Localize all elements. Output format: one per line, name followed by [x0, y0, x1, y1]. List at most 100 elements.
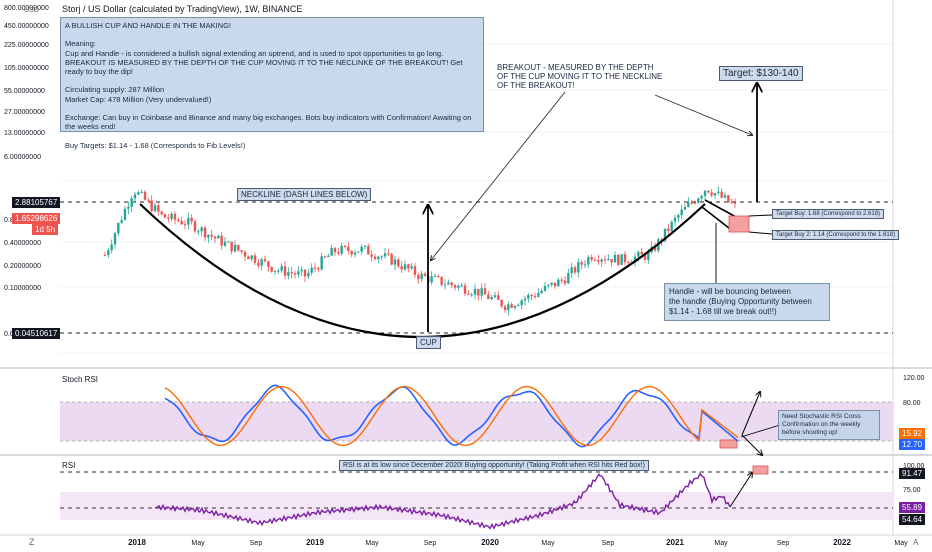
candle-body — [477, 288, 480, 296]
stoch-note[interactable]: Need Stochastic RSI Cross Confirmation o… — [778, 410, 880, 440]
tradingview-logo-icon[interactable]: Z — [29, 537, 35, 547]
candle-body — [530, 294, 533, 296]
neckline-price-tag: 2.88105767 — [12, 197, 61, 208]
candle-body — [130, 198, 133, 207]
cup-curve[interactable] — [139, 203, 706, 338]
neckline-label[interactable]: NECKLINE (DASH LINES BELOW) — [237, 188, 372, 201]
candle-body — [163, 214, 167, 218]
candle-body — [503, 306, 507, 311]
candle-body — [600, 259, 603, 262]
candle-body — [250, 255, 253, 260]
main-note[interactable]: A BULLISH CUP AND HANDLE IN THE MAKING! … — [60, 17, 484, 150]
candle-body — [403, 264, 407, 270]
breakout-arrow-long[interactable] — [431, 91, 566, 260]
candle-body — [200, 227, 203, 232]
candle-body — [433, 276, 437, 278]
candle-body — [617, 254, 620, 265]
candle-body — [133, 194, 137, 199]
breakout-note[interactable]: BREAKOUT - MEASURED BY THE DEPTH OF THE … — [497, 63, 663, 90]
candle-body — [603, 259, 607, 261]
candle-body — [187, 217, 190, 225]
candle-body — [103, 255, 107, 257]
breakout-arrow-right[interactable] — [654, 94, 752, 135]
candle-body — [620, 254, 623, 265]
candle-body — [560, 279, 563, 281]
candle-body — [480, 288, 483, 296]
candle-body — [393, 259, 397, 265]
target-label[interactable]: Target: $130-140 — [719, 66, 803, 81]
candle-body — [220, 235, 223, 246]
candle-body — [300, 269, 303, 272]
candle-body — [330, 247, 333, 256]
stoch-d-line[interactable] — [164, 385, 739, 447]
candle-body — [457, 285, 460, 288]
rsi-red-box[interactable] — [752, 465, 769, 475]
candle-body — [227, 241, 230, 243]
candle-body — [203, 227, 207, 238]
rsi-line[interactable] — [154, 472, 731, 530]
rsi-tag-c: 54.64 — [899, 514, 926, 525]
candle-body — [573, 267, 577, 273]
candle-body — [493, 295, 497, 298]
candle-body — [367, 245, 370, 255]
candle-body — [370, 254, 373, 257]
stoch-up-arrow[interactable] — [741, 392, 760, 436]
candle-body — [153, 205, 157, 212]
target-buy-label[interactable]: Target Buy: 1.68 (Correspond to 2.618) — [772, 209, 885, 219]
time-tick-label: 2019 — [306, 538, 324, 547]
stoch-tick-label: 80.00 — [903, 400, 921, 407]
candle-body — [417, 274, 420, 280]
candle-body — [357, 251, 360, 253]
candle-body — [690, 202, 693, 204]
stoch-tick-label: 120.00 — [903, 375, 925, 382]
candle-body — [150, 200, 153, 212]
handle-line-1[interactable] — [704, 199, 737, 218]
stoch-red-box[interactable] — [719, 439, 738, 449]
candle-body — [377, 256, 380, 260]
candle-body — [363, 245, 367, 247]
candle-body — [313, 267, 317, 269]
price-tick-label: 0.10000000 — [4, 285, 41, 292]
target-buy-box[interactable] — [728, 215, 750, 233]
price-tick-label: 450.00000000 — [4, 23, 49, 30]
candle-body — [273, 270, 277, 272]
candle-body — [420, 273, 423, 280]
candle-body — [263, 259, 267, 262]
candle-body — [473, 288, 477, 295]
price-tick-label: 800.00000000 — [4, 5, 49, 12]
candle-body — [490, 297, 493, 300]
rsi-up-arrow[interactable] — [729, 473, 752, 508]
candle-body — [727, 195, 730, 203]
stoch-k-tag: 12.70 — [899, 439, 926, 450]
stoch-axis-ticks: 120.00 80.00 — [903, 375, 925, 407]
candle-body — [710, 192, 713, 196]
candle-body — [290, 272, 293, 274]
cup-label[interactable]: CUP — [416, 336, 441, 349]
candle-body — [240, 250, 243, 252]
candle-body — [407, 264, 410, 269]
stoch-k-line[interactable] — [164, 384, 739, 448]
candle-body — [447, 282, 450, 285]
rsi-band — [60, 492, 893, 520]
candle-body — [577, 262, 580, 273]
candle-body — [157, 205, 160, 212]
auto-scale-button[interactable]: A — [913, 538, 919, 547]
candle-body — [423, 273, 427, 277]
price-tick-label: 0.20000000 — [4, 263, 41, 270]
candle-body — [277, 270, 280, 272]
candle-body — [713, 193, 717, 196]
candle-body — [113, 233, 117, 245]
candle-body — [237, 244, 240, 251]
target-buy2-label[interactable]: Target Buy 2: 1.14 (Correspond to the 1.… — [772, 230, 900, 240]
candle-body — [193, 221, 197, 232]
stoch-d-tag: 15.92 — [899, 428, 926, 439]
price-tick-label: 55.00000000 — [4, 88, 45, 95]
candle-body — [633, 256, 637, 263]
rsi-note[interactable]: RSI is at its low since December 2020! B… — [339, 460, 649, 471]
stoch-down-arrow[interactable] — [741, 434, 762, 455]
price-candles — [103, 186, 737, 316]
candle-body — [510, 304, 513, 308]
candle-body — [607, 258, 610, 261]
handle-note[interactable]: Handle - will be bouncing between the ha… — [664, 283, 830, 321]
